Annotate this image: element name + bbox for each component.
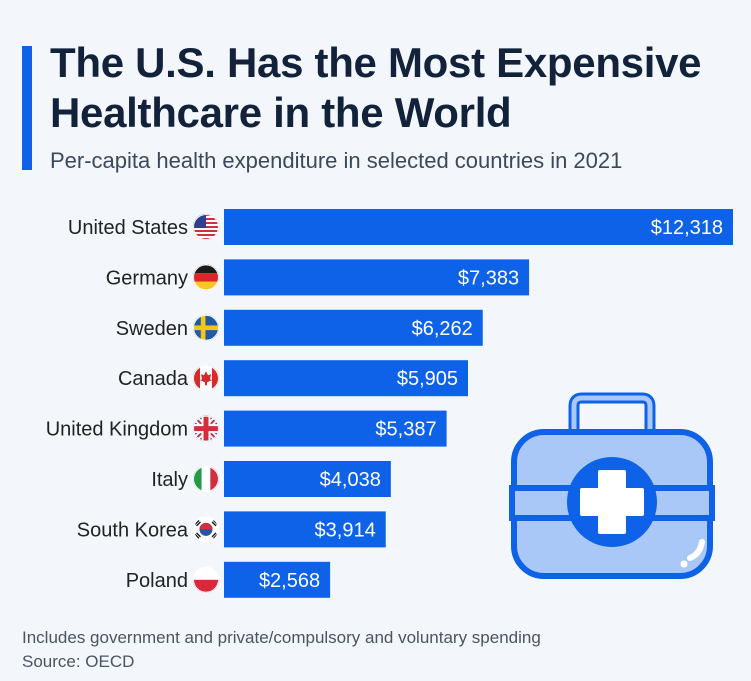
category-label: United States — [68, 217, 188, 239]
us-flag-icon — [193, 214, 219, 240]
data-label: $2,568 — [259, 570, 320, 592]
italy-flag-icon — [193, 466, 219, 492]
bar — [224, 360, 469, 397]
poland-flag-icon — [193, 566, 219, 593]
uk-flag-icon — [193, 415, 219, 442]
title-line-2: Healthcare in the World — [50, 89, 512, 136]
category-label: United Kingdom — [46, 419, 188, 441]
category-label: Canada — [118, 368, 189, 390]
first-aid-kit-icon — [509, 392, 715, 579]
data-label: $3,914 — [315, 519, 376, 541]
data-label: $6,262 — [412, 318, 473, 340]
title-line-1: The U.S. Has the Most Expensive — [50, 39, 702, 86]
bar — [224, 209, 733, 245]
data-label: $12,318 — [651, 217, 723, 239]
data-label: $4,038 — [320, 469, 381, 491]
germany-flag-icon — [193, 264, 219, 291]
chart-subtitle: Per-capita health expenditure in selecte… — [50, 148, 623, 173]
title-accent-bar — [22, 46, 32, 170]
data-label: $7,383 — [458, 267, 519, 289]
canada-flag-icon — [193, 365, 219, 392]
category-label: Poland — [126, 570, 188, 592]
category-label: South Korea — [77, 519, 189, 541]
bar — [224, 561, 331, 598]
data-label: $5,905 — [397, 368, 458, 390]
source-note: Source: OECD — [22, 652, 135, 671]
sweden-flag-icon — [193, 314, 219, 341]
bar — [224, 511, 386, 548]
bar — [224, 461, 391, 497]
category-label: Germany — [106, 267, 188, 289]
bar — [224, 410, 447, 447]
footnote: Includes government and private/compulso… — [22, 628, 541, 647]
chart-footer: Includes government and private/compulso… — [22, 626, 722, 674]
chart-title: The U.S. Has the Most Expensive Healthca… — [50, 38, 740, 138]
bar — [224, 309, 483, 346]
category-label: Sweden — [116, 318, 188, 340]
south-korea-flag-icon — [193, 516, 219, 543]
category-label: Italy — [151, 469, 188, 491]
bar — [224, 259, 530, 296]
data-label: $5,387 — [375, 419, 436, 441]
